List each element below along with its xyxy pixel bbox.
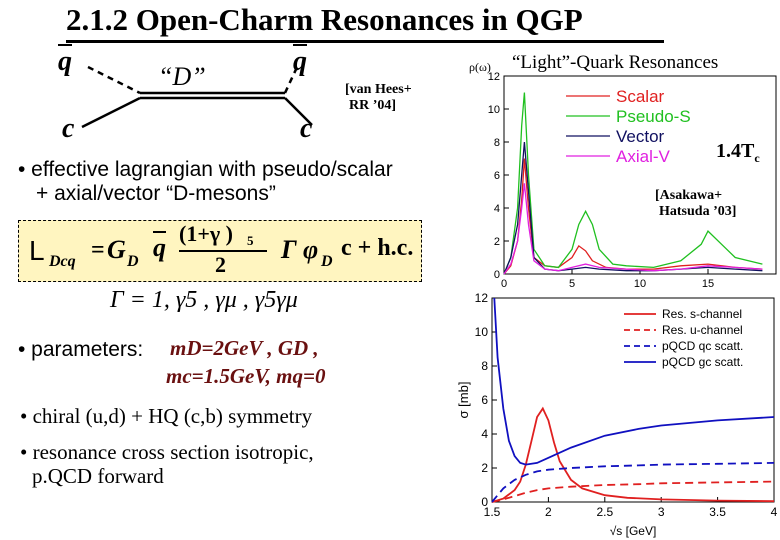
legend-label-res-u-channel: Res. u-channel xyxy=(662,323,743,337)
spectral-panel-heading: “Light”-Quark Resonances xyxy=(512,52,719,73)
feynman-diagram xyxy=(81,64,313,129)
gamma-matrix: Γ xyxy=(281,235,297,264)
y-tick-label: 0 xyxy=(481,495,488,509)
legend-label-pseudo-s: Pseudo-S xyxy=(616,107,691,126)
projector-numerator: (1+γ ) xyxy=(179,221,233,246)
quark-line-upper-left xyxy=(87,65,141,95)
series-line-pseudo-s xyxy=(503,92,763,275)
series-line-pqcd-gc-scatt xyxy=(493,297,775,466)
lagrangian-symbol: L xyxy=(29,235,45,266)
fraction-bar xyxy=(179,250,267,252)
y-tick-label: 4 xyxy=(481,427,488,441)
title-underline xyxy=(66,40,664,43)
y-tick-label: 6 xyxy=(481,393,488,407)
charm-line-lower-right xyxy=(284,97,313,126)
x-tick-label: 5 xyxy=(569,278,575,290)
y-tick-label: 6 xyxy=(494,170,500,182)
lagrangian-equation-box: L Dcq = G D q (1+γ ) 5 2 Γ φ D c + h.c. xyxy=(18,220,422,282)
spectral-y-axis-label: ρ(ω) xyxy=(469,60,491,74)
series-line-res-s-channel xyxy=(491,406,775,503)
lagrangian-subscript: Dcq xyxy=(49,253,76,270)
series-line-pqcd-qc-scatt xyxy=(491,462,775,503)
legend-label-vector: Vector xyxy=(616,127,665,146)
reference-asakawa-hatsuda: [Asakawa+ Hatsuda ’03] xyxy=(655,188,737,219)
x-tick-label: 3.5 xyxy=(709,505,726,519)
plot-frame xyxy=(503,75,777,275)
x-tick-label: 2.5 xyxy=(596,505,613,519)
legend-label-scalar: Scalar xyxy=(616,87,665,106)
parameters-label: • parameters: xyxy=(18,338,144,361)
coupling-g: G xyxy=(107,235,126,264)
parameters-line1: mD=2GeV , GD , xyxy=(170,336,319,360)
bullet-resonance: • resonance cross section isotropic, p.Q… xyxy=(20,440,314,488)
spectral-function-chart: 0 2 4 6 8 10 12 0 5 10 15 ScalarPseudo-SVectorAxial… xyxy=(488,71,777,290)
y-tick-label: 10 xyxy=(488,104,500,116)
y-tick-label: 12 xyxy=(488,71,500,83)
temperature-label: 1.4Tc xyxy=(716,140,760,165)
reference-van-hees: [van Hees+ RR ’04] xyxy=(345,82,412,113)
x-tick-label: 0 xyxy=(501,278,507,290)
bullet-chiral-symmetry: • chiral (u,d) + HQ (c,b) symmetry xyxy=(20,404,313,428)
legend-label-res-s-channel: Res. s-channel xyxy=(662,307,742,321)
charm-hc-term: c + h.c. xyxy=(341,235,414,261)
parameters-line2: mc=1.5GeV, mq=0 xyxy=(166,364,326,388)
plot-frame xyxy=(491,297,775,503)
x-tick-label: 3 xyxy=(658,505,665,519)
y-axis-label: σ [mb] xyxy=(456,382,471,419)
y-tick-label: 12 xyxy=(475,291,489,305)
x-tick-label: 4 xyxy=(771,505,778,519)
projector-denominator: 2 xyxy=(215,252,226,277)
numerator-subscript: 5 xyxy=(247,233,254,248)
y-tick-label: 2 xyxy=(494,236,500,248)
charm-label-left: c xyxy=(62,113,75,144)
series-line-scalar xyxy=(503,158,763,275)
quark-line-upper-right xyxy=(283,64,300,94)
antiquark-label-right: q xyxy=(293,46,307,77)
x-axis-label: √s [GeV] xyxy=(610,524,657,538)
legend-label-pqcd-qc-scatt: pQCD qc scatt. xyxy=(662,339,743,353)
x-tick-label: 10 xyxy=(634,278,646,290)
charm-line-lower-left xyxy=(81,96,141,129)
y-tick-label: 0 xyxy=(494,269,500,281)
antiquark-label-left: q xyxy=(58,46,72,77)
charm-label-right: c xyxy=(300,113,313,144)
gamma-list: Γ = 1, γ5 , γμ , γ5γμ xyxy=(110,287,298,313)
legend-label-pqcd-gc-scatt: pQCD gc scatt. xyxy=(662,355,743,369)
bullet-lagrangian: • effective lagrangian with pseudo/scala… xyxy=(18,158,393,205)
x-tick-label: 15 xyxy=(702,278,714,290)
d-meson-label: “D” xyxy=(158,62,206,91)
y-tick-label: 2 xyxy=(481,461,488,475)
y-tick-label: 4 xyxy=(494,203,500,215)
cross-section-chart: 0 2 4 6 8 10 12 1.5 2 2.5 3 3.5 4 σ [mb] √s [GeV] Res. … xyxy=(456,291,778,538)
legend-label-axial-v: Axial-V xyxy=(616,147,671,166)
series-line-res-u-channel xyxy=(491,480,775,503)
y-tick-label: 8 xyxy=(494,137,500,149)
d-meson-field-subscript: D xyxy=(321,253,333,270)
y-tick-label: 8 xyxy=(481,359,488,373)
equals-sign: = xyxy=(91,237,105,263)
antiquark-field: q xyxy=(153,233,166,262)
slide-title: 2.1.2 Open-Charm Resonances in QGP xyxy=(66,2,583,37)
x-tick-label: 2 xyxy=(545,505,552,519)
series-line-axial-v xyxy=(503,183,763,275)
y-tick-label: 10 xyxy=(475,325,489,339)
coupling-subscript: D xyxy=(127,253,139,270)
d-meson-field: φ xyxy=(303,235,319,264)
x-tick-label: 1.5 xyxy=(484,505,501,519)
